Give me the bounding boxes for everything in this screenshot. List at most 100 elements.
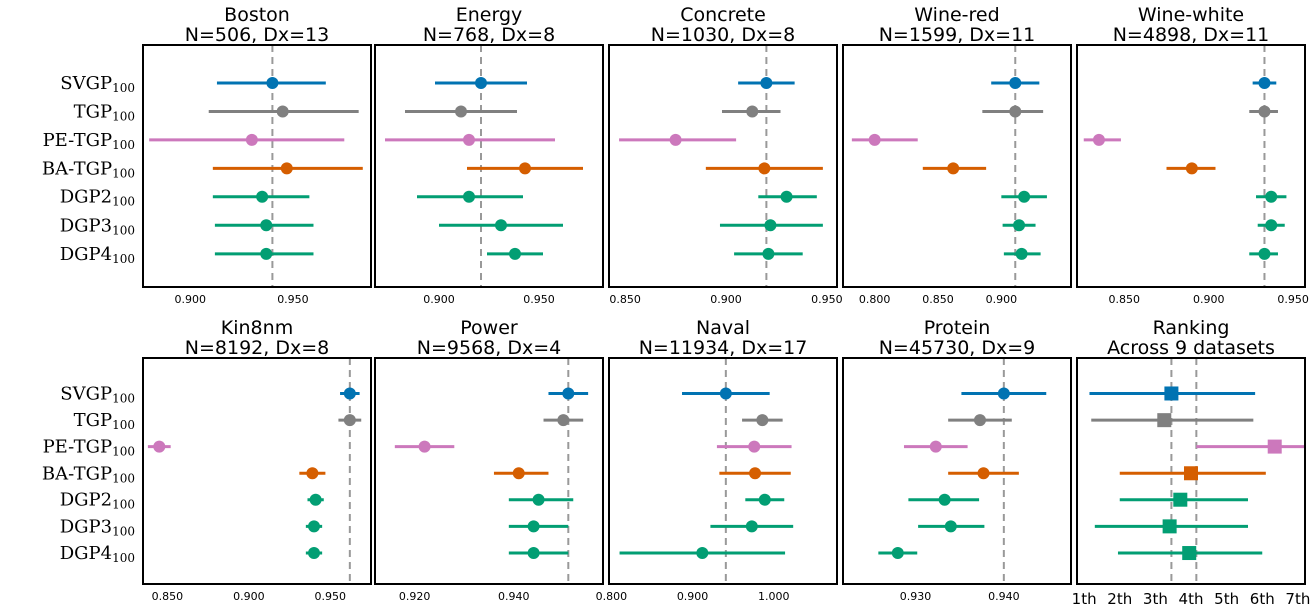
mean-marker: [562, 387, 575, 400]
method-label: TGP100: [74, 410, 135, 432]
mean-marker: [719, 387, 732, 400]
method-label: BA-TGP100: [42, 158, 135, 180]
mean-marker: [308, 520, 320, 533]
x-tick-label: 0.900: [677, 590, 709, 603]
panel-title: Wine-red: [914, 4, 999, 26]
mean-marker: [276, 105, 289, 118]
method-label: DGP2100: [60, 187, 135, 209]
x-tick-label: 0.850: [152, 590, 184, 603]
mean-marker: [509, 247, 521, 260]
x-tick-label: 1th: [1072, 590, 1097, 608]
mean-marker: [532, 493, 545, 506]
mean-marker: [1009, 76, 1022, 89]
x-tick-label: 0.950: [277, 293, 309, 306]
panel-frame: [374, 357, 604, 585]
method-label: PE-TGP100: [43, 437, 135, 459]
x-tick-label: 0.900: [1193, 293, 1225, 306]
method-label: PE-TGP100: [43, 130, 135, 152]
mean-marker: [308, 547, 320, 560]
panel-frame: [142, 44, 372, 288]
panel-frame: [1076, 357, 1306, 585]
x-tick-label: 0.800: [596, 590, 628, 603]
mean-marker: [463, 190, 475, 203]
mean-marker: [260, 247, 273, 260]
mean-marker: [527, 520, 540, 533]
mean-marker: [1185, 162, 1198, 175]
mean-marker: [512, 467, 525, 480]
x-tick-label: 0.850: [609, 293, 641, 306]
mean-marker: [1265, 219, 1278, 232]
mean-marker: [463, 133, 475, 146]
x-tick-label: 0.950: [523, 293, 555, 306]
panel-frame: [142, 357, 372, 585]
panel-title: Kin8nm: [221, 317, 293, 339]
mean-marker: [1265, 190, 1278, 203]
mean-marker: [997, 387, 1010, 400]
mean-marker: [746, 105, 759, 118]
x-tick-label: 5th: [1214, 590, 1239, 608]
panel-subtitle: N=506, Dx=13: [185, 24, 329, 46]
panel-title: Naval: [696, 317, 750, 339]
panel-title: Concrete: [680, 4, 766, 26]
mean-marker: [343, 414, 356, 427]
mean-marker: [280, 162, 293, 175]
method-label: DGP4100: [60, 543, 135, 565]
mean-marker: [973, 414, 986, 427]
mean-marker: [1258, 247, 1271, 260]
mean-marker: [495, 219, 507, 232]
method-label: DGP3100: [60, 516, 135, 538]
panel-subtitle: N=11934, Dx=17: [639, 337, 808, 359]
mean-marker: [309, 493, 322, 506]
mean-marker: [944, 520, 957, 533]
x-tick-label: 0.900: [986, 293, 1018, 306]
panel-subtitle: Across 9 datasets: [1107, 337, 1275, 359]
mean-marker: [868, 133, 881, 146]
mean-marker: [1258, 105, 1271, 118]
x-tick-label: 0.900: [710, 293, 742, 306]
mean-marker: [1009, 105, 1022, 118]
x-tick-label: 0.900: [174, 293, 206, 306]
mean-marker: [891, 547, 904, 560]
mean-marker: [1013, 219, 1026, 232]
method-label: SVGP100: [60, 383, 135, 405]
x-tick-label: 0.950: [811, 293, 843, 306]
panel-frame: [608, 357, 838, 585]
mean-marker: [1258, 76, 1271, 89]
x-tick-label: 0.950: [1277, 293, 1309, 306]
mean-marker: [1162, 519, 1177, 534]
panel-subtitle: N=768, Dx=8: [423, 24, 555, 46]
x-tick-label: 0.940: [498, 590, 530, 603]
mean-marker: [748, 440, 761, 453]
mean-marker: [519, 162, 531, 175]
method-label: DGP4100: [60, 244, 135, 266]
mean-marker: [475, 76, 487, 89]
mean-marker: [266, 76, 279, 89]
panel-title: Wine-white: [1138, 4, 1244, 26]
panel-frame: [1076, 44, 1306, 288]
mean-marker: [760, 76, 773, 89]
x-tick-label: 0.850: [1109, 293, 1141, 306]
method-label: DGP3100: [60, 215, 135, 237]
mean-marker: [260, 219, 273, 232]
mean-marker: [764, 219, 777, 232]
mean-marker: [947, 162, 960, 175]
panel-subtitle: N=1030, Dx=8: [651, 24, 795, 46]
mean-marker: [1267, 439, 1282, 454]
x-tick-label: 0.940: [988, 590, 1020, 603]
mean-marker: [557, 414, 570, 427]
panel-frame: [374, 44, 604, 288]
method-label: TGP100: [74, 102, 135, 124]
x-tick-label: 0.900: [423, 293, 455, 306]
mean-marker: [306, 467, 319, 480]
mean-marker: [527, 547, 540, 560]
mean-marker: [756, 414, 769, 427]
